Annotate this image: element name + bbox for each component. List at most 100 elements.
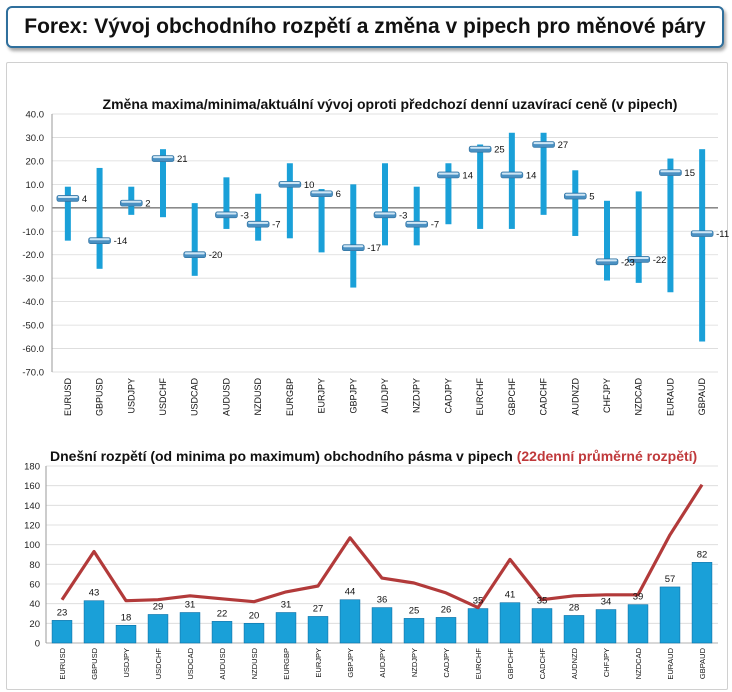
x-tick-label: EURCHF: [475, 377, 485, 415]
bar-value-label: 27: [313, 603, 324, 614]
bar-value-label: 57: [665, 574, 676, 585]
bar-value-label: 20: [249, 610, 260, 621]
y-tick-label: -60.0: [22, 344, 44, 355]
x-tick-label: EURUSD: [63, 378, 73, 417]
range-bar: [191, 203, 198, 276]
range-bar: [563, 615, 585, 644]
y-tick-label: -20.0: [22, 250, 44, 261]
x-tick-label: EURJPY: [317, 378, 327, 414]
y-tick-label: 10.0: [26, 180, 45, 191]
bar-value-label: 29: [153, 601, 164, 612]
current-marker-highlight: [279, 181, 300, 184]
current-marker-highlight: [533, 142, 554, 145]
range-bar: [627, 604, 649, 644]
range-bar: [318, 189, 325, 253]
x-tick-label: NZDCAD: [634, 647, 643, 679]
range-bar: [531, 608, 553, 644]
bar-value-label: 31: [281, 600, 292, 611]
bar-value-label: 44: [345, 587, 356, 598]
range-bar: [371, 607, 393, 644]
bar-value-label: 22: [217, 608, 228, 619]
current-marker-highlight: [438, 172, 459, 175]
range-bar: [499, 602, 521, 644]
x-tick-label: USDJPY: [122, 648, 131, 678]
x-tick-label: EURUSD: [58, 647, 67, 679]
current-value-label: 27: [558, 140, 569, 151]
range-bar: [595, 609, 617, 644]
x-tick-label: NZDUSD: [253, 378, 263, 416]
current-marker-highlight: [565, 193, 586, 196]
x-tick-label: USDCAD: [186, 647, 195, 679]
x-tick-label: USDCHF: [154, 648, 163, 680]
y-tick-label: -10.0: [22, 227, 44, 238]
range-bar: [667, 158, 674, 293]
bar-value-label: 82: [697, 549, 708, 560]
current-value-label: -7: [431, 220, 439, 231]
current-marker-highlight: [628, 257, 649, 260]
x-tick-label: GBPCHF: [507, 378, 517, 416]
y-tick-label: 20: [29, 619, 40, 630]
bar-value-label: 39: [633, 592, 644, 603]
current-value-label: -14: [114, 236, 128, 247]
y-tick-label: 40: [29, 599, 40, 610]
bar-value-label: 41: [505, 590, 516, 601]
bar-value-label: 23: [57, 607, 68, 618]
x-tick-label: NZDUSD: [250, 647, 259, 679]
y-tick-label: 20.0: [26, 156, 45, 167]
average-range-line: [60, 483, 704, 610]
bar-value-label: 25: [409, 605, 420, 616]
current-value-label: 21: [177, 154, 188, 165]
range-bar: [508, 132, 515, 229]
y-tick-label: -40.0: [22, 297, 44, 308]
current-value-label: 10: [304, 180, 315, 191]
chart1-title: Změna maxima/minima/aktuální vývoj oprot…: [103, 96, 678, 112]
x-tick-label: NZDCAD: [634, 378, 644, 416]
current-value-label: 5: [589, 192, 594, 203]
bar-value-label: 36: [377, 595, 388, 606]
x-tick-label: AUDUSD: [218, 647, 227, 679]
x-tick-label: AUDJPY: [378, 648, 387, 678]
range-bar: [115, 624, 137, 644]
x-tick-label: GBPCHF: [506, 648, 515, 680]
bar-value-label: 26: [441, 604, 452, 615]
range-bar: [445, 163, 452, 225]
range-bar: [307, 616, 329, 644]
x-tick-label: AUDUSD: [221, 378, 231, 417]
range-bar: [467, 608, 489, 644]
x-tick-label: USDCAD: [190, 378, 200, 417]
range-bar: [339, 599, 361, 644]
current-marker-highlight: [216, 212, 237, 215]
y-tick-label: 0.0: [31, 203, 44, 214]
x-tick-label: USDCHF: [158, 377, 168, 415]
current-marker-highlight: [184, 252, 205, 255]
x-tick-label: CADCHF: [539, 377, 549, 415]
chart2-title: Dnešní rozpětí (od minima po maximum) ob…: [50, 448, 697, 464]
current-value-label: -17: [367, 243, 381, 254]
current-marker-highlight: [692, 231, 713, 234]
current-marker-highlight: [597, 259, 617, 262]
range-bar: [540, 132, 547, 215]
x-tick-label: CHFJPY: [602, 648, 611, 677]
x-tick-label: GBPUSD: [95, 378, 105, 417]
y-tick-label: -50.0: [22, 321, 44, 332]
x-tick-label: EURAUD: [666, 647, 675, 679]
bar-value-label: 31: [185, 600, 196, 611]
bar-value-label: 28: [569, 602, 580, 613]
current-value-label: 25: [494, 145, 505, 156]
current-marker-highlight: [121, 200, 142, 203]
x-tick-label: AUDNZD: [570, 378, 580, 416]
x-tick-label: GBPJPY: [348, 378, 358, 414]
bar-value-label: 35: [473, 596, 484, 607]
range-bar: [243, 623, 265, 644]
y-tick-label: 100: [24, 540, 40, 551]
chart2-title-main: Dnešní rozpětí (od minima po maximum) ob…: [50, 448, 517, 464]
current-value-label: -3: [399, 210, 407, 221]
current-value-label: -23: [621, 257, 635, 268]
range-bar: [255, 193, 262, 241]
current-marker-highlight: [375, 212, 395, 215]
x-tick-label: NZDJPY: [410, 648, 419, 677]
x-tick-label: EURGBP: [285, 378, 295, 416]
bar-value-label: 43: [89, 588, 100, 599]
